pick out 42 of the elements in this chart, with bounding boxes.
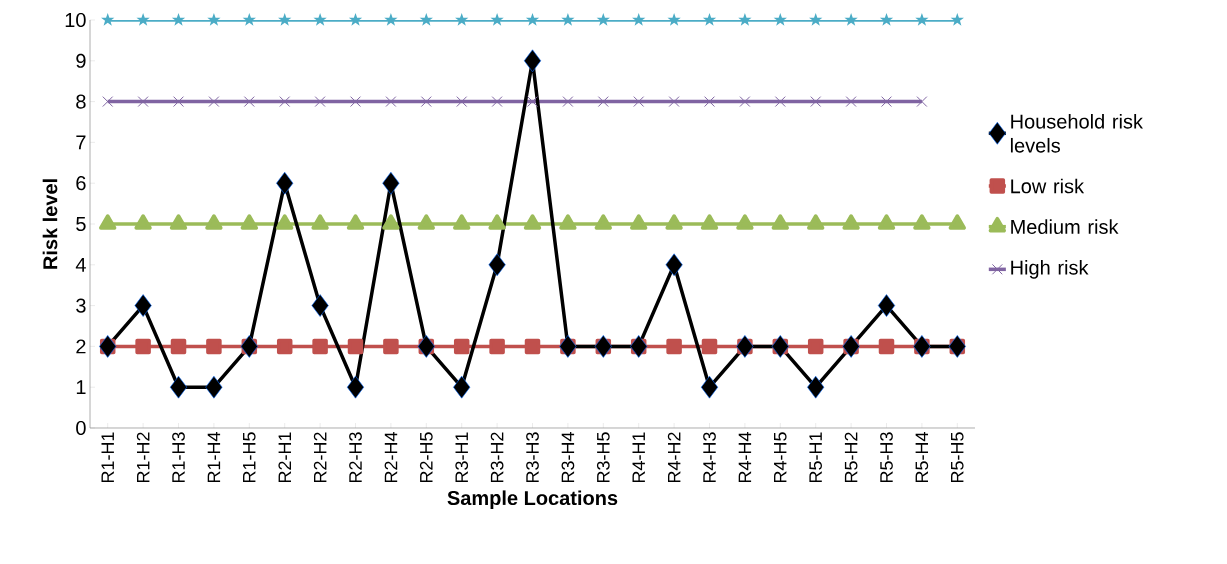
y-tick-label: 4 bbox=[75, 257, 86, 272]
y-tick-label: 6 bbox=[76, 176, 86, 191]
y-tick-label: 3 bbox=[76, 298, 86, 313]
x-tick-label: R3-H3 bbox=[526, 432, 539, 483]
x-tick-label: R2-H5 bbox=[419, 432, 433, 483]
x-tick-label: R3-H5 bbox=[596, 432, 610, 483]
x-tick-label: R5-H1 bbox=[809, 432, 822, 483]
x-tick-label: R4-H1 bbox=[632, 432, 645, 483]
y-tick-label: 10 bbox=[65, 12, 86, 28]
x-tick-label: R4-H3 bbox=[703, 432, 716, 483]
x-tick-label: R2-H2 bbox=[313, 432, 327, 483]
legend-label: Medium risk bbox=[1011, 219, 1119, 235]
x-tick-label: R4-H5 bbox=[774, 432, 787, 483]
legend-label: Low risk bbox=[1011, 178, 1085, 194]
x-tick-label: R1-H5 bbox=[243, 432, 256, 483]
x-tick-label: R2-H3 bbox=[349, 432, 362, 483]
x-tick-label: R3-H1 bbox=[455, 432, 469, 483]
x-tick-label: R3-H4 bbox=[561, 432, 575, 483]
x-tick-label: R3-H2 bbox=[490, 432, 504, 483]
x-tick-label: R5-H3 bbox=[880, 432, 893, 483]
y-tick-label: 7 bbox=[76, 135, 86, 150]
x-tick-label: R1-H4 bbox=[207, 432, 221, 483]
y-tick-label: 0 bbox=[76, 420, 86, 436]
x-axis-title: Sample Locations bbox=[447, 490, 618, 510]
x-tick-label: R4-H4 bbox=[738, 432, 752, 483]
x-tick-label: R1-H2 bbox=[136, 432, 150, 483]
y-tick-label: 8 bbox=[76, 94, 86, 109]
x-tick-label: R5-H4 bbox=[915, 432, 929, 483]
y-tick-label: 9 bbox=[76, 53, 86, 68]
y-tick-label: 2 bbox=[76, 339, 86, 354]
x-tick-label: R5-H2 bbox=[844, 432, 858, 483]
x-tick-label: R2-H1 bbox=[278, 432, 291, 483]
x-tick-label: R2-H4 bbox=[384, 432, 398, 483]
legend-label: High risk bbox=[1011, 260, 1089, 279]
y-tick-label: 5 bbox=[76, 217, 86, 231]
x-tick-label: R5-H5 bbox=[951, 432, 964, 483]
y-axis-title: Risk level bbox=[42, 179, 58, 269]
y-tick-label: 1 bbox=[76, 380, 86, 395]
x-tick-label: R1-H1 bbox=[101, 432, 114, 483]
x-tick-label: R4-H2 bbox=[667, 432, 681, 483]
legend-label: Household risk levels bbox=[1010, 113, 1143, 153]
x-tick-label: R1-H3 bbox=[172, 432, 185, 483]
